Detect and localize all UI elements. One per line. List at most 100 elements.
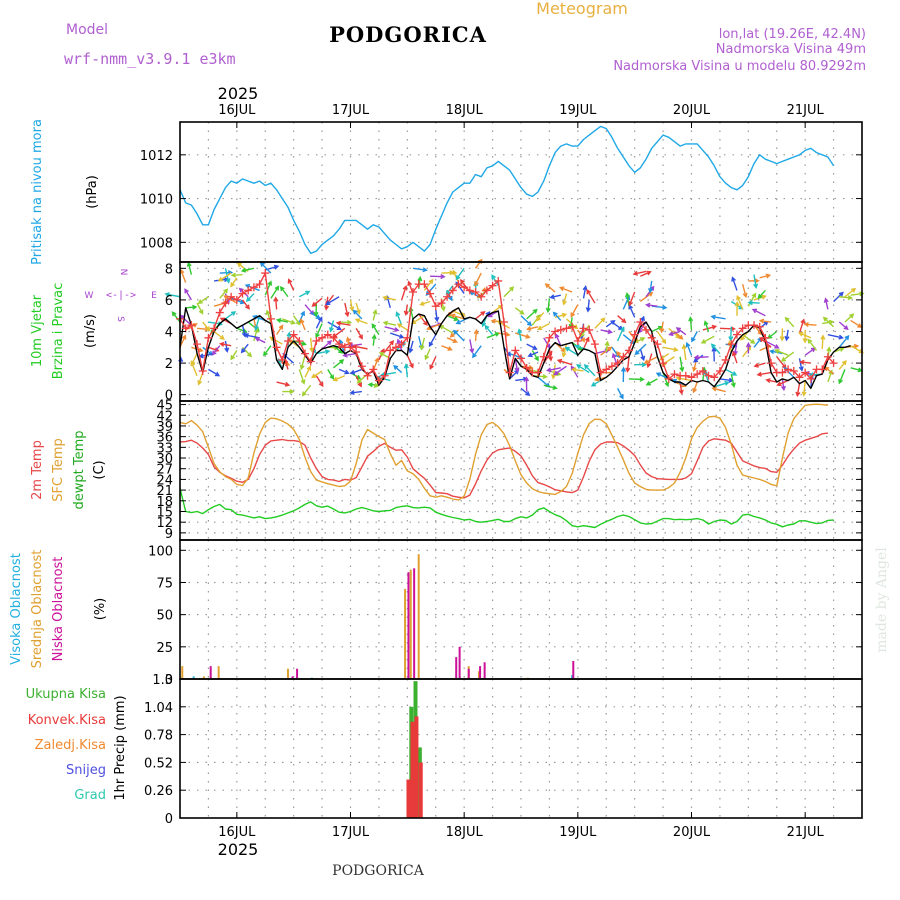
legend-graupel: Grad	[74, 788, 106, 803]
wind-gust-marker	[193, 340, 202, 349]
wind-gust-marker	[687, 373, 696, 382]
wind-gust-marker	[795, 373, 804, 382]
wind-direction-arrow	[632, 270, 647, 276]
wind-direction-arrow	[844, 313, 855, 323]
wind-direction-arrow	[604, 340, 610, 353]
wind-direction-arrow	[450, 313, 465, 320]
wind-direction-arrow	[230, 272, 243, 278]
wind-gust-marker	[448, 286, 457, 295]
wind-direction-arrow	[617, 315, 627, 324]
wind-direction-arrow	[526, 308, 538, 320]
wind-direction-arrow	[759, 273, 772, 279]
wind-direction-arrow	[395, 311, 403, 326]
model-label: Model	[66, 22, 108, 38]
wind-direction-arrow	[838, 369, 846, 385]
visoka-oblacnost-bar	[192, 676, 195, 679]
wind-direction-arrow	[406, 354, 414, 369]
wind-legend-glyph: <-|->	[106, 290, 136, 301]
niska-oblacnost-bar	[407, 572, 410, 679]
wind-gust-marker	[738, 324, 747, 333]
wind-direction-arrow	[321, 340, 333, 350]
wind-gust-marker	[295, 336, 304, 345]
wind-direction-arrow	[662, 346, 679, 352]
pressure-ylabel: Pritisak na nivou mora	[30, 119, 45, 265]
wind-gust-marker	[721, 355, 730, 364]
wind-direction-arrow	[586, 289, 596, 304]
wind-direction-arrow	[230, 297, 246, 305]
wind-gust-marker	[477, 292, 486, 301]
pressure-ylabels: Pritisak na nivou mora (hPa)	[30, 119, 100, 265]
wind-direction-arrow	[804, 347, 817, 356]
day-label-bottom: 21JUL	[787, 825, 825, 840]
wind-direction-arrow	[795, 383, 801, 398]
wind-ylabel-sub: Brzina i Pravac	[51, 283, 66, 380]
wind-direction-arrow	[656, 331, 667, 345]
wind-gust-marker	[244, 286, 253, 295]
wind-direction-arrow	[474, 258, 483, 269]
wind-direction-arrow	[564, 346, 579, 356]
wind-direction-arrow	[517, 328, 523, 342]
wind-direction-arrow	[241, 299, 250, 310]
wind-direction-arrow	[441, 270, 455, 276]
precip-unit: 1hr Precip (mm)	[113, 695, 128, 800]
model-height: Nadmorska Visina u modelu 80.9292m	[613, 59, 866, 74]
wind-gust-marker	[556, 325, 565, 334]
wind-direction-arrow	[544, 283, 556, 293]
wind-direction-arrow	[264, 280, 273, 296]
wind-direction-arrow	[582, 336, 590, 350]
wind-direction-arrow	[185, 304, 198, 310]
cloud-high-ylabel: Visoka Oblacnost	[9, 553, 24, 665]
wind-direction-arrow	[844, 287, 857, 298]
wind-gust-marker	[187, 321, 196, 330]
wind-gust-marker	[607, 362, 616, 371]
wind-direction-arrow	[428, 334, 437, 348]
wind-direction-arrow	[371, 323, 380, 336]
legend-freezing-rain: Zaledj.Kisa	[35, 738, 106, 753]
pressure-ytick-label: 1012	[140, 149, 173, 164]
wind-gust-marker	[624, 346, 633, 355]
wind-gust-marker	[329, 333, 338, 342]
temperature-ytick-label: 9	[165, 527, 173, 542]
wind-legend-east: E	[151, 291, 157, 301]
wind-direction-arrow	[526, 343, 538, 350]
wind-direction-arrow	[325, 296, 340, 306]
wind-direction-arrow	[287, 278, 295, 291]
wind-direction-arrow	[753, 274, 759, 289]
wind-direction-arrow	[703, 320, 710, 332]
wind-direction-arrow	[230, 350, 238, 361]
day-label-top: 16JUL	[218, 103, 256, 118]
wind-direction-arrow	[801, 380, 807, 397]
wind-direction-arrow	[309, 337, 315, 353]
wind-gust-marker	[374, 376, 383, 385]
wind-direction-arrow	[419, 337, 426, 351]
wind-direction-arrow	[219, 341, 232, 347]
wind-gust-marker	[573, 336, 582, 345]
sfc-temp-ylabel: SFC Temp	[51, 438, 66, 502]
wind-direction-arrow	[758, 318, 772, 324]
wind-direction-arrow	[798, 318, 806, 334]
wind-gust-marker	[312, 336, 321, 345]
brzina-line	[179, 307, 851, 390]
wind-direction-arrow	[298, 369, 306, 385]
wind-direction-arrow	[576, 364, 590, 374]
wind-gust-marker	[278, 355, 287, 364]
wind-direction-arrow	[590, 379, 601, 387]
dewpt-ylabel: dewpt Temp	[72, 430, 87, 509]
chart-title: PODGORICA	[329, 22, 487, 47]
wind-direction-arrow	[332, 375, 346, 382]
wind-gust-marker	[647, 333, 656, 342]
niska-oblacnost-bar	[572, 660, 575, 679]
wind-ytick-label: 0	[165, 389, 173, 404]
wind-direction-arrow	[352, 309, 363, 320]
wind-gust-marker	[562, 324, 571, 333]
wind-direction-arrow	[349, 390, 362, 396]
wind-direction-arrow	[486, 331, 501, 339]
wind-gust-marker	[755, 322, 764, 331]
wind-gust-marker	[289, 330, 298, 339]
niska-oblacnost-bar	[458, 646, 461, 679]
pritisak-na-nivou-mora-line	[179, 125, 835, 254]
wind-gust-marker	[255, 280, 264, 289]
pressure-ytick-label: 1008	[140, 236, 173, 251]
wind-direction-arrow	[600, 329, 613, 335]
temp-unit: (C)	[92, 460, 107, 479]
